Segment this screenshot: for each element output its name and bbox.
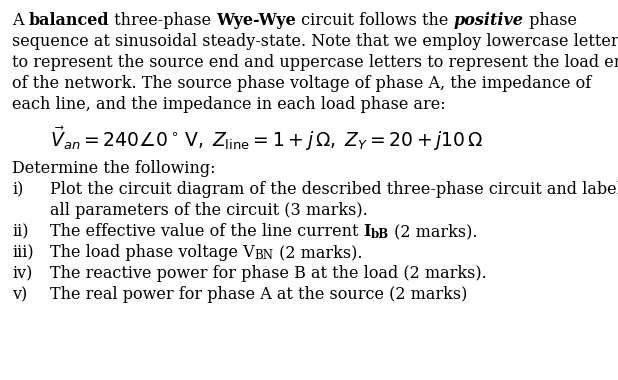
Text: i): i) (12, 181, 23, 198)
Text: phase: phase (523, 12, 577, 29)
Text: $\vec{V}_{an} = 240\angle 0^\circ\,\mathrm{V},\; Z_{\mathrm{line}} = 1 + j\,\Ome: $\vec{V}_{an} = 240\angle 0^\circ\,\math… (50, 125, 483, 153)
Text: Determine the following:: Determine the following: (12, 160, 216, 177)
Text: positive: positive (454, 12, 523, 29)
Text: ii): ii) (12, 223, 28, 240)
Text: sequence at sinusoidal steady-state. Note that we employ lowercase letters: sequence at sinusoidal steady-state. Not… (12, 33, 618, 50)
Text: bB: bB (371, 228, 389, 241)
Text: to represent the source end and uppercase letters to represent the load end: to represent the source end and uppercas… (12, 54, 618, 71)
Text: Wye-Wye: Wye-Wye (216, 12, 296, 29)
Text: The effective value of the line current: The effective value of the line current (50, 223, 363, 240)
Text: The load phase voltage V: The load phase voltage V (50, 244, 255, 261)
Text: BN: BN (255, 249, 274, 262)
Text: (2 marks).: (2 marks). (389, 223, 478, 240)
Text: A: A (12, 12, 28, 29)
Text: The real power for phase A at the source (2 marks): The real power for phase A at the source… (50, 286, 467, 303)
Text: iv): iv) (12, 265, 32, 282)
Text: three-phase: three-phase (109, 12, 216, 29)
Text: circuit follows the: circuit follows the (296, 12, 454, 29)
Text: I: I (363, 223, 371, 240)
Text: v): v) (12, 286, 27, 303)
Text: each line, and the impedance in each load phase are:: each line, and the impedance in each loa… (12, 96, 446, 113)
Text: The reactive power for phase B at the load (2 marks).: The reactive power for phase B at the lo… (50, 265, 487, 282)
Text: Plot the circuit diagram of the described three-phase circuit and label: Plot the circuit diagram of the describe… (50, 181, 618, 198)
Text: iii): iii) (12, 244, 33, 261)
Text: all parameters of the circuit (3 marks).: all parameters of the circuit (3 marks). (50, 202, 368, 219)
Text: (2 marks).: (2 marks). (274, 244, 362, 261)
Text: balanced: balanced (28, 12, 109, 29)
Text: of the network. The source phase voltage of phase A, the impedance of: of the network. The source phase voltage… (12, 75, 591, 92)
